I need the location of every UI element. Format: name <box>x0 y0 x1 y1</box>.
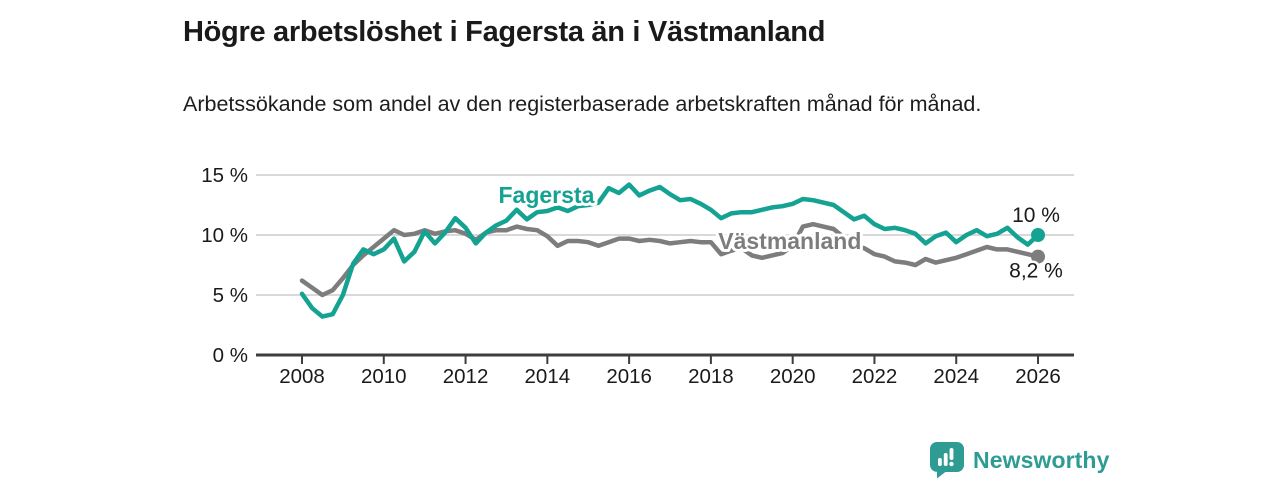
västmanland-series-label: Västmanland <box>718 228 861 254</box>
y-tick-label: 10 % <box>201 224 248 247</box>
page-title: Högre arbetslöshet i Fagersta än i Västm… <box>183 16 826 49</box>
bar-chart-speech-bubble-icon <box>930 442 964 479</box>
fagersta-series-label: Fagersta <box>498 182 594 208</box>
fagersta-end-dot <box>1031 228 1046 242</box>
västmanland-end-dot <box>1031 249 1046 264</box>
x-tick-label: 2016 <box>606 365 652 388</box>
x-tick-label: 2010 <box>361 365 407 388</box>
y-tick-label: 5 % <box>213 284 248 307</box>
x-tick-label: 2020 <box>770 365 816 388</box>
newsworthy-logo-link[interactable]: Newsworthy <box>930 442 1109 479</box>
fagersta-line <box>299 182 1041 319</box>
x-tick-label: 2014 <box>525 365 571 388</box>
newsworthy-logo-icon <box>930 442 964 479</box>
chart-subtitle: Arbetssökande som andel av den registerb… <box>183 91 982 116</box>
fagersta-end-value-label: 10 % <box>1012 204 1060 227</box>
x-tick-label: 2024 <box>933 365 979 388</box>
newsworthy-wordmark: Newsworthy <box>973 447 1110 473</box>
x-tick-label: 2026 <box>1015 365 1061 388</box>
x-tick-label: 2022 <box>852 365 898 388</box>
x-tick-label: 2018 <box>688 365 734 388</box>
y-tick-label: 15 % <box>201 164 248 187</box>
y-tick-label: 0 % <box>213 344 248 367</box>
västmanland-end-value-label: 8,2 % <box>1009 260 1063 283</box>
x-tick-label: 2008 <box>279 365 325 388</box>
x-tick-label: 2012 <box>443 365 489 388</box>
